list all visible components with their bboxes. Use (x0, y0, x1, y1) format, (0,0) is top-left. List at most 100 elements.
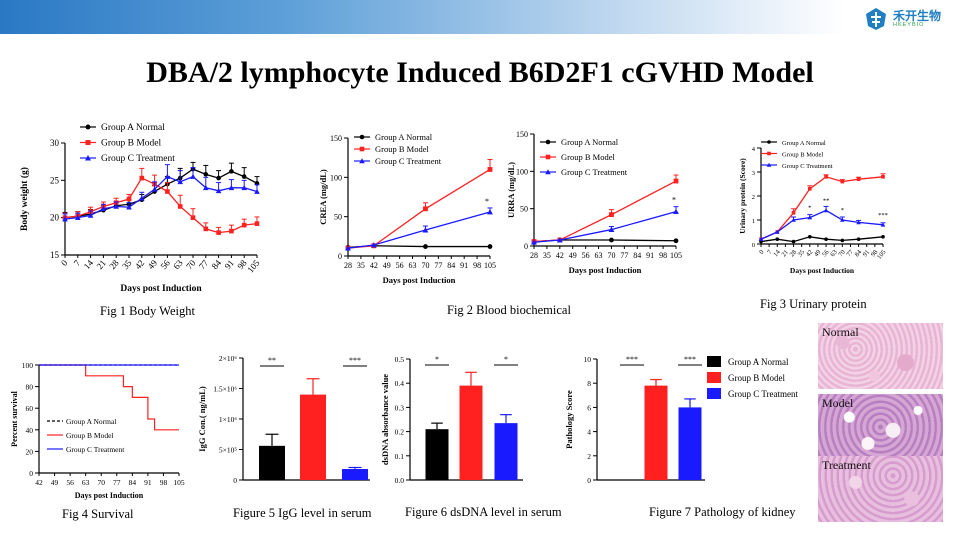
crea-chart: 0 50 100 150 28 35 42 49 56 63 70 77 84 91 98 105 Days p… (318, 132, 496, 285)
x-axis-label: Days post Induction (790, 266, 855, 275)
x-tick-label: 84 (129, 478, 137, 487)
x-tick-label: 63 (829, 249, 839, 258)
y-tick-label: 0.3 (395, 403, 405, 412)
data-point (422, 227, 429, 233)
x-tick-label: 14 (772, 248, 782, 258)
data-point (824, 237, 828, 241)
y-tick-label: 20 (26, 447, 34, 456)
data-point (228, 185, 235, 191)
x-tick-label: 77 (620, 251, 628, 260)
y-tick-label: 100 (330, 173, 342, 182)
y-tick-label: 3 (752, 170, 755, 177)
data-point (774, 229, 780, 234)
x-tick-label: 28 (530, 251, 538, 260)
x-tick-label: 98 (870, 249, 880, 258)
histology-normal-label: Normal (822, 325, 859, 339)
x-tick-label: 56 (582, 251, 590, 260)
series-line (533, 180, 677, 243)
data-point (840, 238, 845, 243)
brand-logo: 禾开生物 HKEYBIO (863, 6, 953, 32)
data-point (215, 187, 222, 194)
x-tick-label: 49 (51, 478, 59, 487)
x-tick-label: 42 (805, 249, 815, 258)
data-point (775, 237, 780, 241)
data-point (824, 175, 828, 179)
data-point (177, 179, 183, 185)
data-point (345, 245, 351, 251)
x-tick-label: 56 (821, 248, 831, 258)
x-tick-label: 0 (758, 249, 765, 256)
data-point (609, 237, 614, 243)
series-line (64, 177, 258, 234)
data-point (241, 222, 247, 228)
legend-label: Group C Treatment (375, 156, 442, 166)
x-tick-label: 49 (569, 251, 577, 260)
x-tick-label: 70 (607, 251, 615, 260)
significance-mark: * (672, 196, 676, 205)
fig4-caption: Fig 4 Survival (62, 507, 134, 521)
logo-text: 禾开生物 (893, 9, 942, 23)
data-point (75, 214, 81, 220)
series-line (533, 211, 677, 243)
y-tick-label: 10 (584, 355, 592, 364)
x-tick-label: 42 (370, 261, 378, 270)
legend-marker (359, 158, 365, 164)
header-banner (0, 0, 960, 34)
y-tick-label: 6 (587, 403, 591, 412)
x-tick-label: 56 (66, 478, 74, 487)
x-tick-label: 91 (460, 261, 468, 270)
legend-label: Group C Treatment (66, 445, 125, 454)
logo-icon (866, 8, 886, 30)
series-line (760, 236, 884, 243)
legend-label: Group C Treatment (561, 167, 628, 177)
x-tick-label: 28 (344, 261, 352, 270)
bar (459, 385, 483, 480)
data-point (673, 178, 679, 184)
bar (300, 394, 326, 480)
bar (425, 429, 449, 480)
dsdna-bar-chart: 0.0 0.1 0.2 0.3 0.4 0.5 dsDNA absorbance value… (380, 355, 523, 485)
y-tick-label: 0.2 (395, 428, 405, 437)
legend-label: Group A Normal (101, 123, 165, 133)
data-point (881, 175, 885, 179)
data-point (487, 167, 493, 172)
data-point (487, 209, 493, 215)
x-tick-label: 35 (120, 257, 134, 271)
data-point (126, 204, 132, 210)
y-tick-label: 4 (752, 146, 756, 153)
x-tick-label: 21 (780, 249, 790, 258)
legend-marker (85, 155, 91, 161)
data-point (423, 206, 428, 212)
y-axis-label: dsDNA absorbance value (380, 374, 390, 465)
legend-marker (545, 169, 551, 175)
x-tick-label: 63 (82, 478, 90, 487)
data-point (423, 244, 428, 249)
data-point (203, 172, 209, 177)
x-tick-label: 56 (396, 261, 404, 270)
survival-curve (39, 364, 179, 431)
series-line (760, 176, 884, 240)
x-tick-label: 105 (670, 251, 682, 260)
x-tick-label: 42 (556, 251, 564, 260)
data-point (229, 169, 234, 174)
legend-label: Group B Model (66, 431, 114, 440)
data-point (87, 212, 94, 218)
legend-label: Group A Normal (782, 140, 826, 147)
legend-marker (85, 124, 91, 130)
data-point (556, 237, 563, 243)
legend-label: Group A Normal (66, 417, 116, 426)
legend-marker (766, 162, 772, 167)
x-tick-label: 91 (862, 249, 872, 258)
histology-treatment-image: Treatment (818, 456, 943, 522)
x-tick-label: 63 (171, 257, 185, 271)
legend-marker (545, 154, 551, 160)
y-tick-label: 8 (587, 379, 591, 388)
legend-label: Group C Treatment (728, 389, 799, 399)
data-point (791, 217, 796, 222)
x-tick-label: 63 (595, 251, 603, 260)
x-tick-label: 91 (646, 251, 654, 260)
pathology-bar-chart: 0 2 4 6 8 10 Pathology Score *** *** Group A Norm… (564, 355, 799, 485)
data-point (165, 189, 170, 194)
